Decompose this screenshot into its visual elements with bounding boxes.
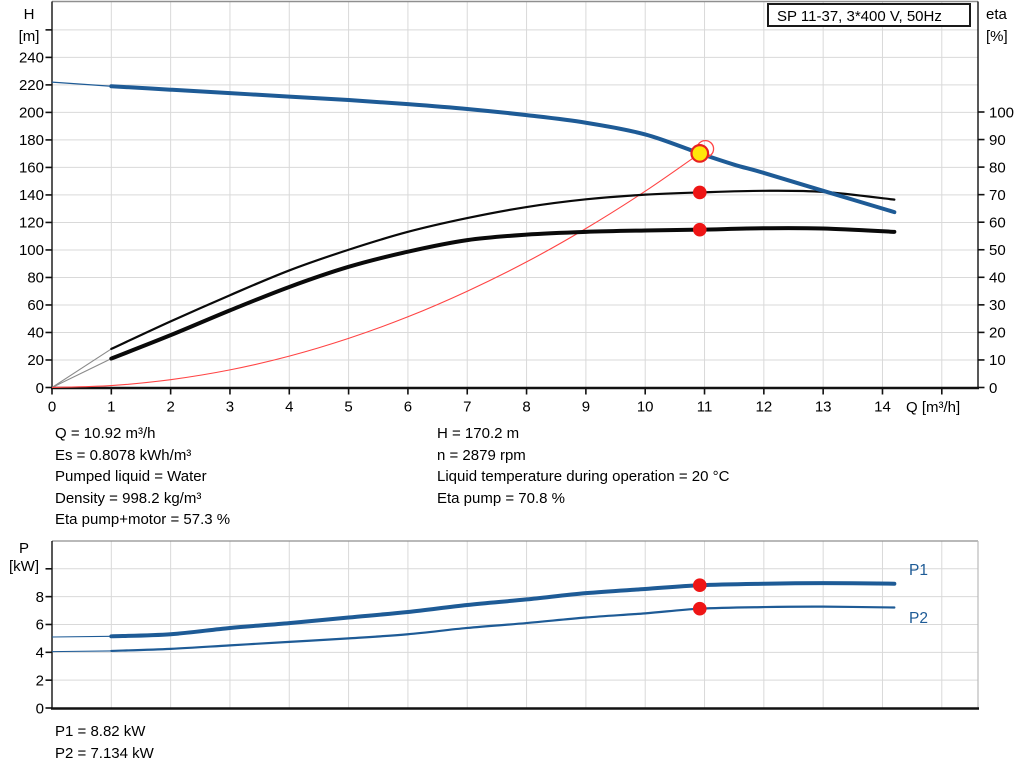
- condition-es: Es = 0.8078 kWh/m³: [55, 446, 192, 464]
- eta-pump-curve: [110, 189, 896, 351]
- h-axis-unit: [m]: [18, 28, 40, 45]
- condition-liquid-temperature: Liquid temperature during operation = 20…: [437, 468, 730, 486]
- eta-tick-label: 100: [989, 104, 1014, 121]
- power-dot-marker: [692, 601, 707, 616]
- eta-tick-label: 0: [989, 380, 997, 397]
- eta-tick-label: 20: [989, 325, 1006, 342]
- h-tick-label: 180: [19, 132, 44, 149]
- q-tick-label: 1: [107, 398, 115, 415]
- h-tick-label: 200: [19, 105, 44, 122]
- h-tick-label: 240: [19, 50, 44, 67]
- q-tick-label: 12: [755, 398, 772, 415]
- efficiency-dot-marker: [692, 222, 707, 237]
- eta-tick-label: 80: [989, 159, 1006, 176]
- q-tick-label: 11: [697, 398, 713, 415]
- p-tick-label: 8: [36, 589, 44, 606]
- eta-axis-unit: [%]: [986, 28, 1008, 45]
- q-tick-label: 6: [404, 398, 412, 415]
- p2-series-label: P2: [909, 610, 928, 627]
- p-axis-quantity: P: [18, 540, 29, 557]
- q-tick-label: 14: [874, 398, 891, 415]
- eta-tick-label: 30: [989, 297, 1006, 314]
- power-chart: 0 2 4 6 8: [36, 540, 979, 717]
- h-tick-label: 0: [36, 380, 44, 397]
- p-axis-label: P [kW]: [2, 540, 46, 576]
- p1-curve-lead-in: [51, 635, 112, 638]
- efficiency-dot-marker: [692, 185, 707, 200]
- eta-pump-motor-curve: [109, 226, 897, 361]
- h-tick-label: 60: [27, 297, 44, 314]
- operating-conditions-right: H = 170.2 m n = 2879 rpm Liquid temperat…: [437, 423, 729, 509]
- power-chart-ticks: 0 2 4 6 8: [36, 567, 52, 717]
- system-curve: [51, 152, 701, 389]
- eta-tick-label: 50: [989, 242, 1006, 259]
- q-tick-label: 9: [582, 398, 590, 415]
- p-axis-unit: [kW]: [9, 558, 39, 575]
- eta-tick-label: 70: [989, 187, 1006, 204]
- h-tick-label: 100: [19, 242, 44, 259]
- top-chart: 0204060801001201401601802002202400102030…: [19, 0, 1014, 415]
- h-tick-label: 220: [19, 77, 44, 94]
- h-axis-label: H [m]: [10, 4, 48, 48]
- q-tick-label: 10: [637, 398, 654, 415]
- extension-line: [51, 348, 112, 388]
- condition-pumped-liquid: Pumped liquid = Water: [55, 468, 207, 486]
- q-tick-label: 13: [815, 398, 832, 415]
- p2-curve: [110, 605, 896, 653]
- operating-conditions-left: Q = 10.92 m³/h Es = 0.8078 kWh/m³ Pumped…: [55, 423, 230, 531]
- h-tick-label: 160: [19, 160, 44, 177]
- eta-axis-label: eta [%]: [986, 4, 1024, 48]
- q-tick-label: 4: [285, 398, 293, 415]
- p-tick-label: 0: [36, 700, 44, 717]
- q-axis-label: Q [m³/h]: [906, 399, 961, 416]
- power-readout: P1 = 8.82 kW P2 = 7.134 kW: [55, 721, 154, 764]
- h-tick-label: 80: [27, 270, 44, 287]
- q-tick-label: 0: [48, 398, 56, 415]
- condition-density: Density = 998.2 kg/m³: [55, 489, 202, 507]
- top-chart-ticks: 0204060801001201401601802002202400102030…: [19, 29, 1014, 415]
- q-tick-label: 2: [166, 398, 174, 415]
- p1-series-label: P1: [909, 562, 928, 579]
- q-tick-label: 5: [344, 398, 352, 415]
- h-tick-label: 120: [19, 215, 44, 232]
- h-tick-label: 20: [27, 352, 44, 369]
- condition-speed: n = 2879 rpm: [437, 446, 526, 464]
- p-tick-label: 4: [36, 645, 44, 662]
- head-curve: [109, 84, 897, 215]
- p2-readout: P2 = 7.134 kW: [55, 744, 154, 762]
- pump-title-box: SP 11-37, 3*400 V, 50Hz: [767, 3, 971, 27]
- q-tick-label: 3: [226, 398, 234, 415]
- pump-title: SP 11-37, 3*400 V, 50Hz: [777, 8, 942, 25]
- eta-axis-quantity: eta: [986, 6, 1007, 23]
- head-curve-lead-in: [51, 81, 112, 87]
- duty-point-marker: [690, 143, 710, 163]
- p1-readout: P1 = 8.82 kW: [55, 723, 146, 740]
- q-tick-label: 8: [522, 398, 530, 415]
- eta-tick-label: 90: [989, 132, 1006, 149]
- condition-eta-pump-motor: Eta pump+motor = 57.3 %: [55, 511, 231, 529]
- power-dot-marker: [692, 578, 707, 593]
- p2-curve-lead-in: [51, 650, 112, 653]
- h-tick-label: 40: [27, 325, 44, 342]
- eta-tick-label: 10: [989, 352, 1006, 369]
- eta-tick-label: 60: [989, 214, 1006, 231]
- h-tick-label: 140: [19, 187, 44, 204]
- p1-curve: [109, 581, 897, 639]
- condition-h: H = 170.2 m: [437, 425, 520, 442]
- p-tick-label: 2: [36, 672, 44, 689]
- eta-tick-label: 40: [989, 270, 1006, 287]
- p-tick-label: 6: [36, 617, 44, 634]
- condition-q: Q = 10.92 m³/h: [55, 425, 156, 442]
- extension-line: [51, 358, 112, 388]
- h-axis-quantity: H: [23, 6, 35, 23]
- condition-eta-pump: Eta pump = 70.8 %: [437, 489, 565, 507]
- q-tick-label: 7: [463, 398, 471, 415]
